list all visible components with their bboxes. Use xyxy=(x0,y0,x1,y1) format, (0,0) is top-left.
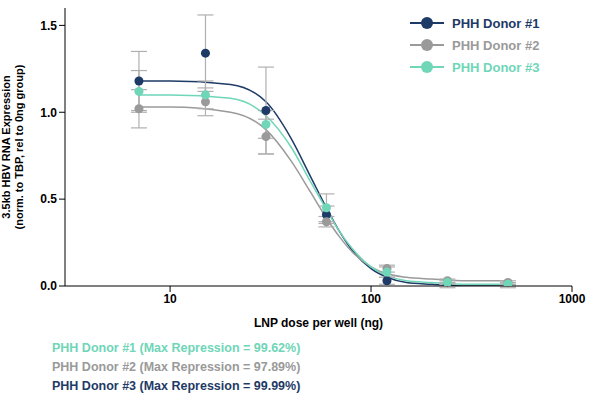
html-text:3.5kb HBV RNA Expression: 3.5kb HBV RNA Expression xyxy=(0,75,12,219)
svg-text:100: 100 xyxy=(361,292,381,306)
svg-text:1000: 1000 xyxy=(559,292,586,306)
svg-text:10: 10 xyxy=(163,292,177,306)
html-text:PHH Donor #1: PHH Donor #1 xyxy=(452,15,540,31)
html-text:(norm. to TBP, rel to 0ng grou: (norm. to TBP, rel to 0ng group) xyxy=(13,64,25,230)
html-text:PHH Donor #2: PHH Donor #2 xyxy=(452,37,540,53)
html-text:PHH Donor #3: PHH Donor #3 xyxy=(452,59,540,75)
html-text:PHH Donor #1 (Max Repression =: PHH Donor #1 (Max Repression = 99.62%) xyxy=(52,341,301,355)
svg-text:LNP dose per well (ng): LNP dose per well (ng) xyxy=(254,316,383,330)
svg-text:1.5: 1.5 xyxy=(40,19,57,33)
html-text:PHH Donor #3 (Max Repression =: PHH Donor #3 (Max Repression = 99.99%) xyxy=(52,379,301,393)
svg-text:1.0: 1.0 xyxy=(40,106,57,120)
svg-text:0.0: 0.0 xyxy=(40,279,57,293)
svg-text:0.5: 0.5 xyxy=(40,192,57,206)
html-text:PHH Donor #2 (Max Repression =: PHH Donor #2 (Max Repression = 97.89%) xyxy=(52,360,301,374)
